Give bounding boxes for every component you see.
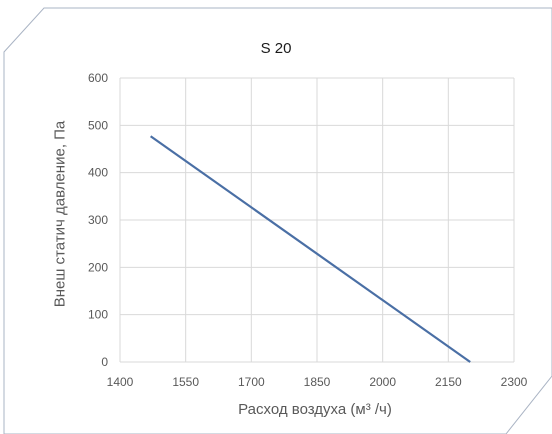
x-tick-label: 1550 [172,375,199,389]
x-tick-label: 2000 [369,375,396,389]
x-tick-label: 1700 [238,375,265,389]
series-lines [150,135,471,363]
grid [119,77,515,363]
y-tick-label: 0 [101,355,108,369]
series-line-0 [150,135,471,363]
y-tick-label: 200 [88,260,108,274]
x-tick-label: 2300 [501,375,528,389]
x-tick-label: 2150 [435,375,462,389]
x-axis-label: Расход воздуха (м³ /ч) [238,401,392,418]
x-tick-label: 1400 [107,375,134,389]
chart-title: S 20 [260,40,292,57]
y-tick-label: 500 [88,118,108,132]
y-tick-label: 300 [88,213,108,227]
x-tick-label: 1850 [304,375,331,389]
x-tick-labels: 1400 1550 1700 1850 2000 2150 2300 [107,375,528,389]
y-tick-label: 400 [88,166,108,180]
y-tick-labels: 0 100 200 300 400 500 600 [88,71,108,369]
y-tick-label: 100 [88,308,108,322]
y-tick-label: 600 [88,71,108,85]
